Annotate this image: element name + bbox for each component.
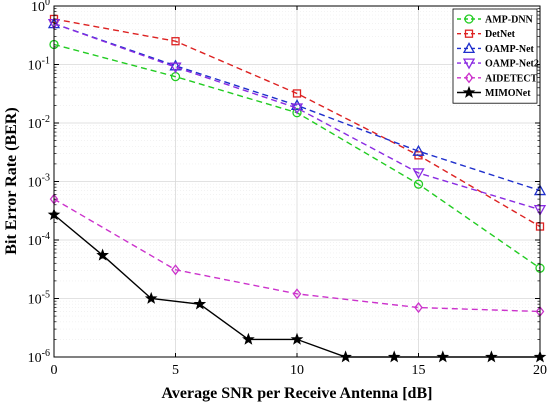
x-tick-label: 10 <box>290 363 304 378</box>
legend-item: OAMP-Net <box>457 42 535 55</box>
x-tick-label: 5 <box>172 363 179 378</box>
x-axis-title: Average SNR per Receive Antenna [dB] <box>162 385 433 402</box>
legend-label: AMP-DNN <box>485 15 534 26</box>
data-point <box>436 350 450 363</box>
y-tick-label: 10-4 <box>28 231 50 249</box>
data-point <box>171 37 180 46</box>
data-point <box>292 288 302 300</box>
series-line <box>53 18 541 228</box>
legend: AMP-DNN DetNet OAMP-Net OAMP-Net2 AIDETECT MI… <box>452 8 539 104</box>
legend-label: OAMP-Net <box>485 44 535 55</box>
y-tick-label: 10-6 <box>28 348 50 366</box>
y-tick-label: 10-3 <box>28 173 50 191</box>
data-point <box>169 59 182 71</box>
y-tick-label: 10-2 <box>28 114 50 132</box>
series-aidetect <box>49 193 545 318</box>
data-point <box>485 350 498 363</box>
y-axis-title: Bit Error Rate (BER) <box>3 107 20 254</box>
data-point <box>339 350 352 363</box>
data-point <box>412 168 425 180</box>
legend-marker <box>464 29 474 38</box>
legend-item: AMP-DNN <box>457 14 534 26</box>
data-point <box>290 103 304 115</box>
data-point <box>242 332 255 345</box>
legend-item: AIDETECT <box>457 72 538 84</box>
data-point <box>193 297 207 310</box>
data-point <box>290 99 304 111</box>
data-point <box>413 179 424 189</box>
y-tick-label: 100 <box>31 0 50 15</box>
legend-marker <box>464 14 474 24</box>
data-point <box>387 350 401 363</box>
legend-marker <box>464 72 474 84</box>
y-tick-label: 10-1 <box>28 56 50 74</box>
legend-marker <box>462 42 476 54</box>
axis-ticks: 0 5 10 15 20 100 10-1 10-2 10-3 10-4 10-5 10-6 <box>28 0 547 378</box>
x-tick-label: 15 <box>412 363 426 378</box>
data-point <box>169 62 182 74</box>
legend-item: DetNet <box>457 29 516 40</box>
data-point <box>96 248 109 261</box>
data-point <box>292 89 302 98</box>
data-point <box>292 108 302 118</box>
legend-label: MIMONet <box>485 88 531 99</box>
x-tick-label: 20 <box>533 363 547 378</box>
legend-item: OAMP-Net2 <box>457 58 539 70</box>
legend-label: DetNet <box>485 29 516 40</box>
data-point <box>290 332 304 345</box>
series-line <box>53 198 541 313</box>
legend-label: AIDETECT <box>485 73 538 84</box>
legend-marker <box>462 58 476 70</box>
legend-marker <box>462 85 476 98</box>
legend-box <box>452 8 538 104</box>
legend-item: MIMONet <box>457 85 531 99</box>
x-tick-label: 0 <box>51 363 58 378</box>
data-point <box>171 264 180 276</box>
legend-label: OAMP-Net2 <box>485 59 539 70</box>
data-point <box>144 291 158 304</box>
data-point <box>412 144 425 156</box>
y-tick-label: 10-5 <box>28 290 50 308</box>
data-point <box>414 302 423 314</box>
series-line <box>53 22 541 192</box>
